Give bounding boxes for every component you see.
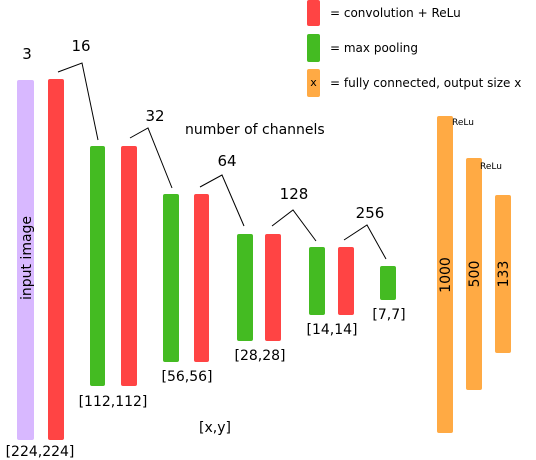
connector-32 [129,127,173,189]
input-image-layer [17,80,34,440]
legend-conv-label: = convolution + ReLu [330,6,461,20]
pool-layer-4 [309,247,325,315]
pool-layer-2 [163,194,179,362]
pool-layer-3 [237,234,253,341]
channel-label-64: 64 [217,152,236,170]
fc-layer-500 [466,158,482,390]
conv-layer-1 [48,79,64,440]
size-label-112: [112,112] [79,394,148,410]
input-image-label: input image [19,216,35,300]
channel-label-32: 32 [145,107,164,125]
connector-128 [271,209,317,242]
connector-16 [57,62,99,141]
conv-layer-2 [121,146,137,386]
legend-pool-swatch [307,34,320,62]
connector-256 [343,224,387,260]
input-size-label: [224,224] [6,444,75,460]
conv-layer-4 [265,234,281,341]
fc-layer-1000 [437,116,453,433]
pool-layer-1 [90,146,105,386]
channel-label-128: 128 [280,185,309,203]
pool-layer-5 [380,266,396,300]
xy-label: [x,y] [199,420,231,436]
fc-layer-133 [495,195,511,353]
fc-size-1000: 1000 [438,257,454,293]
fc-relu-2: ReLu [480,162,502,172]
channel-label-16: 16 [71,37,90,55]
size-label-7: [7,7] [372,307,405,323]
legend-conv-swatch [307,0,320,26]
legend-pool-label: = max pooling [330,41,418,55]
legend-fc-swatch [307,69,320,97]
fc-size-500: 500 [467,261,483,288]
legend-fc-label: = fully connected, output size x [330,76,521,90]
conv-layer-3 [194,194,209,362]
size-label-14: [14,14] [306,322,357,338]
fc-relu-1: ReLu [452,118,474,128]
number-of-channels-label: number of channels [185,122,325,138]
fc-size-133: 133 [496,261,512,288]
input-channels-label: 3 [22,45,32,63]
channel-label-256: 256 [356,204,385,222]
legend-fc-marker: x [310,76,317,89]
size-label-28: [28,28] [234,348,285,364]
conv-layer-5 [338,247,354,315]
connector-64 [199,174,245,227]
channel-connectors [57,62,387,260]
size-label-56: [56,56] [161,369,212,385]
